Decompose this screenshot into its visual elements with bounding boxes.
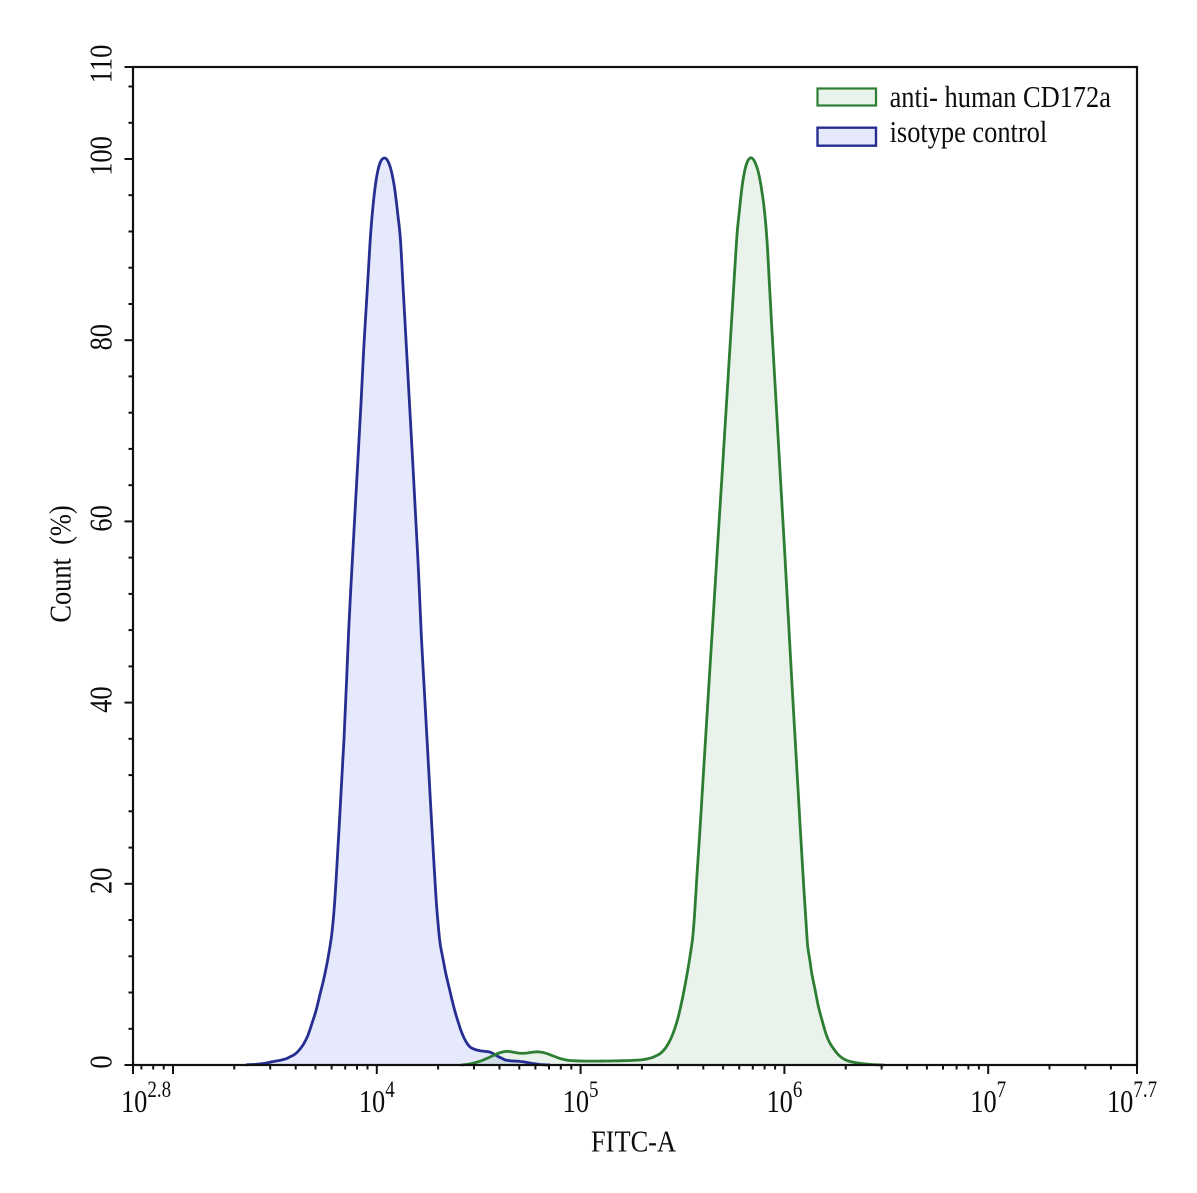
svg-text:0: 0 bbox=[84, 1055, 119, 1068]
svg-text:107: 107 bbox=[970, 1076, 1006, 1120]
svg-text:105: 105 bbox=[563, 1076, 599, 1120]
svg-text:106: 106 bbox=[766, 1076, 802, 1120]
svg-text:102.8: 102.8 bbox=[121, 1076, 171, 1120]
svg-text:80: 80 bbox=[84, 324, 119, 350]
svg-text:20: 20 bbox=[84, 868, 119, 894]
svg-text:104: 104 bbox=[359, 1076, 395, 1120]
svg-text:40: 40 bbox=[84, 686, 119, 712]
svg-text:60: 60 bbox=[84, 505, 119, 531]
svg-text:107.7: 107.7 bbox=[1107, 1076, 1157, 1120]
svg-text:100: 100 bbox=[84, 136, 119, 176]
svg-text:anti- human CD172a: anti- human CD172a bbox=[890, 80, 1111, 115]
svg-text:Count (%): Count (%) bbox=[43, 505, 78, 622]
svg-text:FITC-A: FITC-A bbox=[591, 1125, 676, 1160]
svg-text:isotype control: isotype control bbox=[890, 115, 1048, 150]
svg-text:110: 110 bbox=[84, 45, 119, 84]
